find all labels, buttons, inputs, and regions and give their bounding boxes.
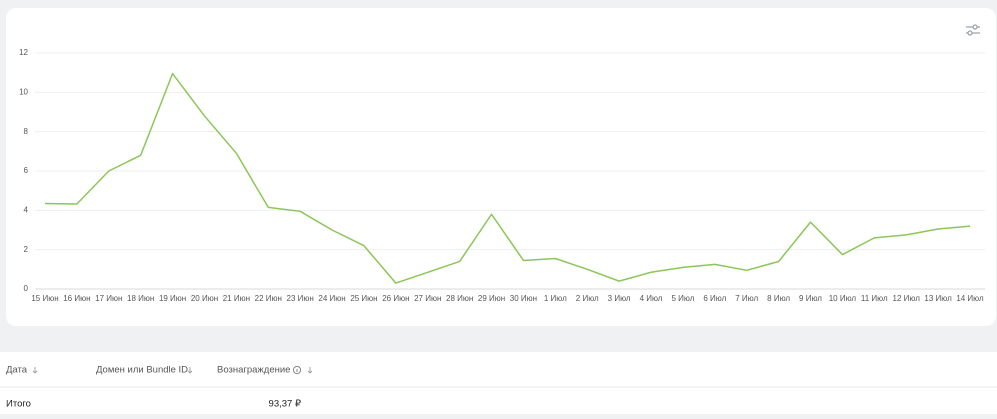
table [0, 352, 997, 414]
x-tick-label: 11 Июл [861, 294, 888, 303]
x-tick-label: 8 Июл [767, 294, 790, 303]
x-tick-label: 21 Июн [223, 294, 250, 303]
x-tick-label: 10 Июл [829, 294, 857, 303]
column-header[interactable]: Вознаграждение [217, 365, 290, 376]
column-header[interactable]: Дата [6, 365, 28, 376]
total-reward: 93,37 ₽ [269, 399, 301, 410]
x-tick-label: 3 Июл [608, 294, 631, 303]
x-tick-label: 13 Июл [924, 294, 952, 303]
x-tick-label: 19 Июн [159, 294, 186, 303]
settings-icon[interactable] [966, 24, 980, 36]
column-header[interactable]: Домен или Bundle ID [96, 365, 188, 376]
x-tick-label: 5 Июл [671, 294, 694, 303]
y-tick-label: 6 [24, 166, 29, 175]
y-tick-label: 2 [24, 245, 29, 254]
y-tick-label: 12 [19, 48, 28, 57]
x-tick-label: 18 Июн [127, 294, 154, 303]
x-tick-label: 17 Июн [95, 294, 122, 303]
x-tick-label: 22 Июн [255, 294, 282, 303]
x-tick-label: 12 Июл [893, 294, 921, 303]
x-tick-label: 27 Июн [414, 294, 441, 303]
y-tick-label: 10 [19, 87, 28, 96]
line [44, 72, 971, 284]
x-tick-label: 24 Июн [318, 294, 345, 303]
x-tick-label: 4 Июл [640, 294, 663, 303]
y-tick-label: 8 [24, 127, 29, 136]
x-tick-label: 6 Июл [703, 294, 726, 303]
x-tick-label: 20 Июн [191, 294, 218, 303]
x-tick-label: 1 Июл [544, 294, 567, 303]
info-icon[interactable] [292, 365, 302, 375]
x-tick-label: 7 Июл [735, 294, 758, 303]
total-label: Итого [6, 399, 31, 410]
x-tick-label: 25 Июн [350, 294, 377, 303]
x-tick-label: 29 Июн [478, 294, 505, 303]
x-tick-label: 16 Июн [63, 294, 90, 303]
x-tick-label: 14 Июл [956, 294, 984, 303]
x-tick-label: 2 Июл [576, 294, 599, 303]
y-tick-label: 4 [24, 205, 29, 214]
y-tick-label: 0 [24, 284, 29, 293]
x-tick-label: 15 Июн [31, 294, 58, 303]
x-tick-label: 9 Июл [799, 294, 822, 303]
x-tick-label: 26 Июн [382, 294, 409, 303]
sort-icons[interactable] [32, 367, 313, 374]
x-tick-label: 23 Июн [287, 294, 314, 303]
x-tick-label: 30 Июн [510, 294, 537, 303]
chart-card [6, 8, 996, 326]
x-tick-label: 28 Июн [446, 294, 473, 303]
